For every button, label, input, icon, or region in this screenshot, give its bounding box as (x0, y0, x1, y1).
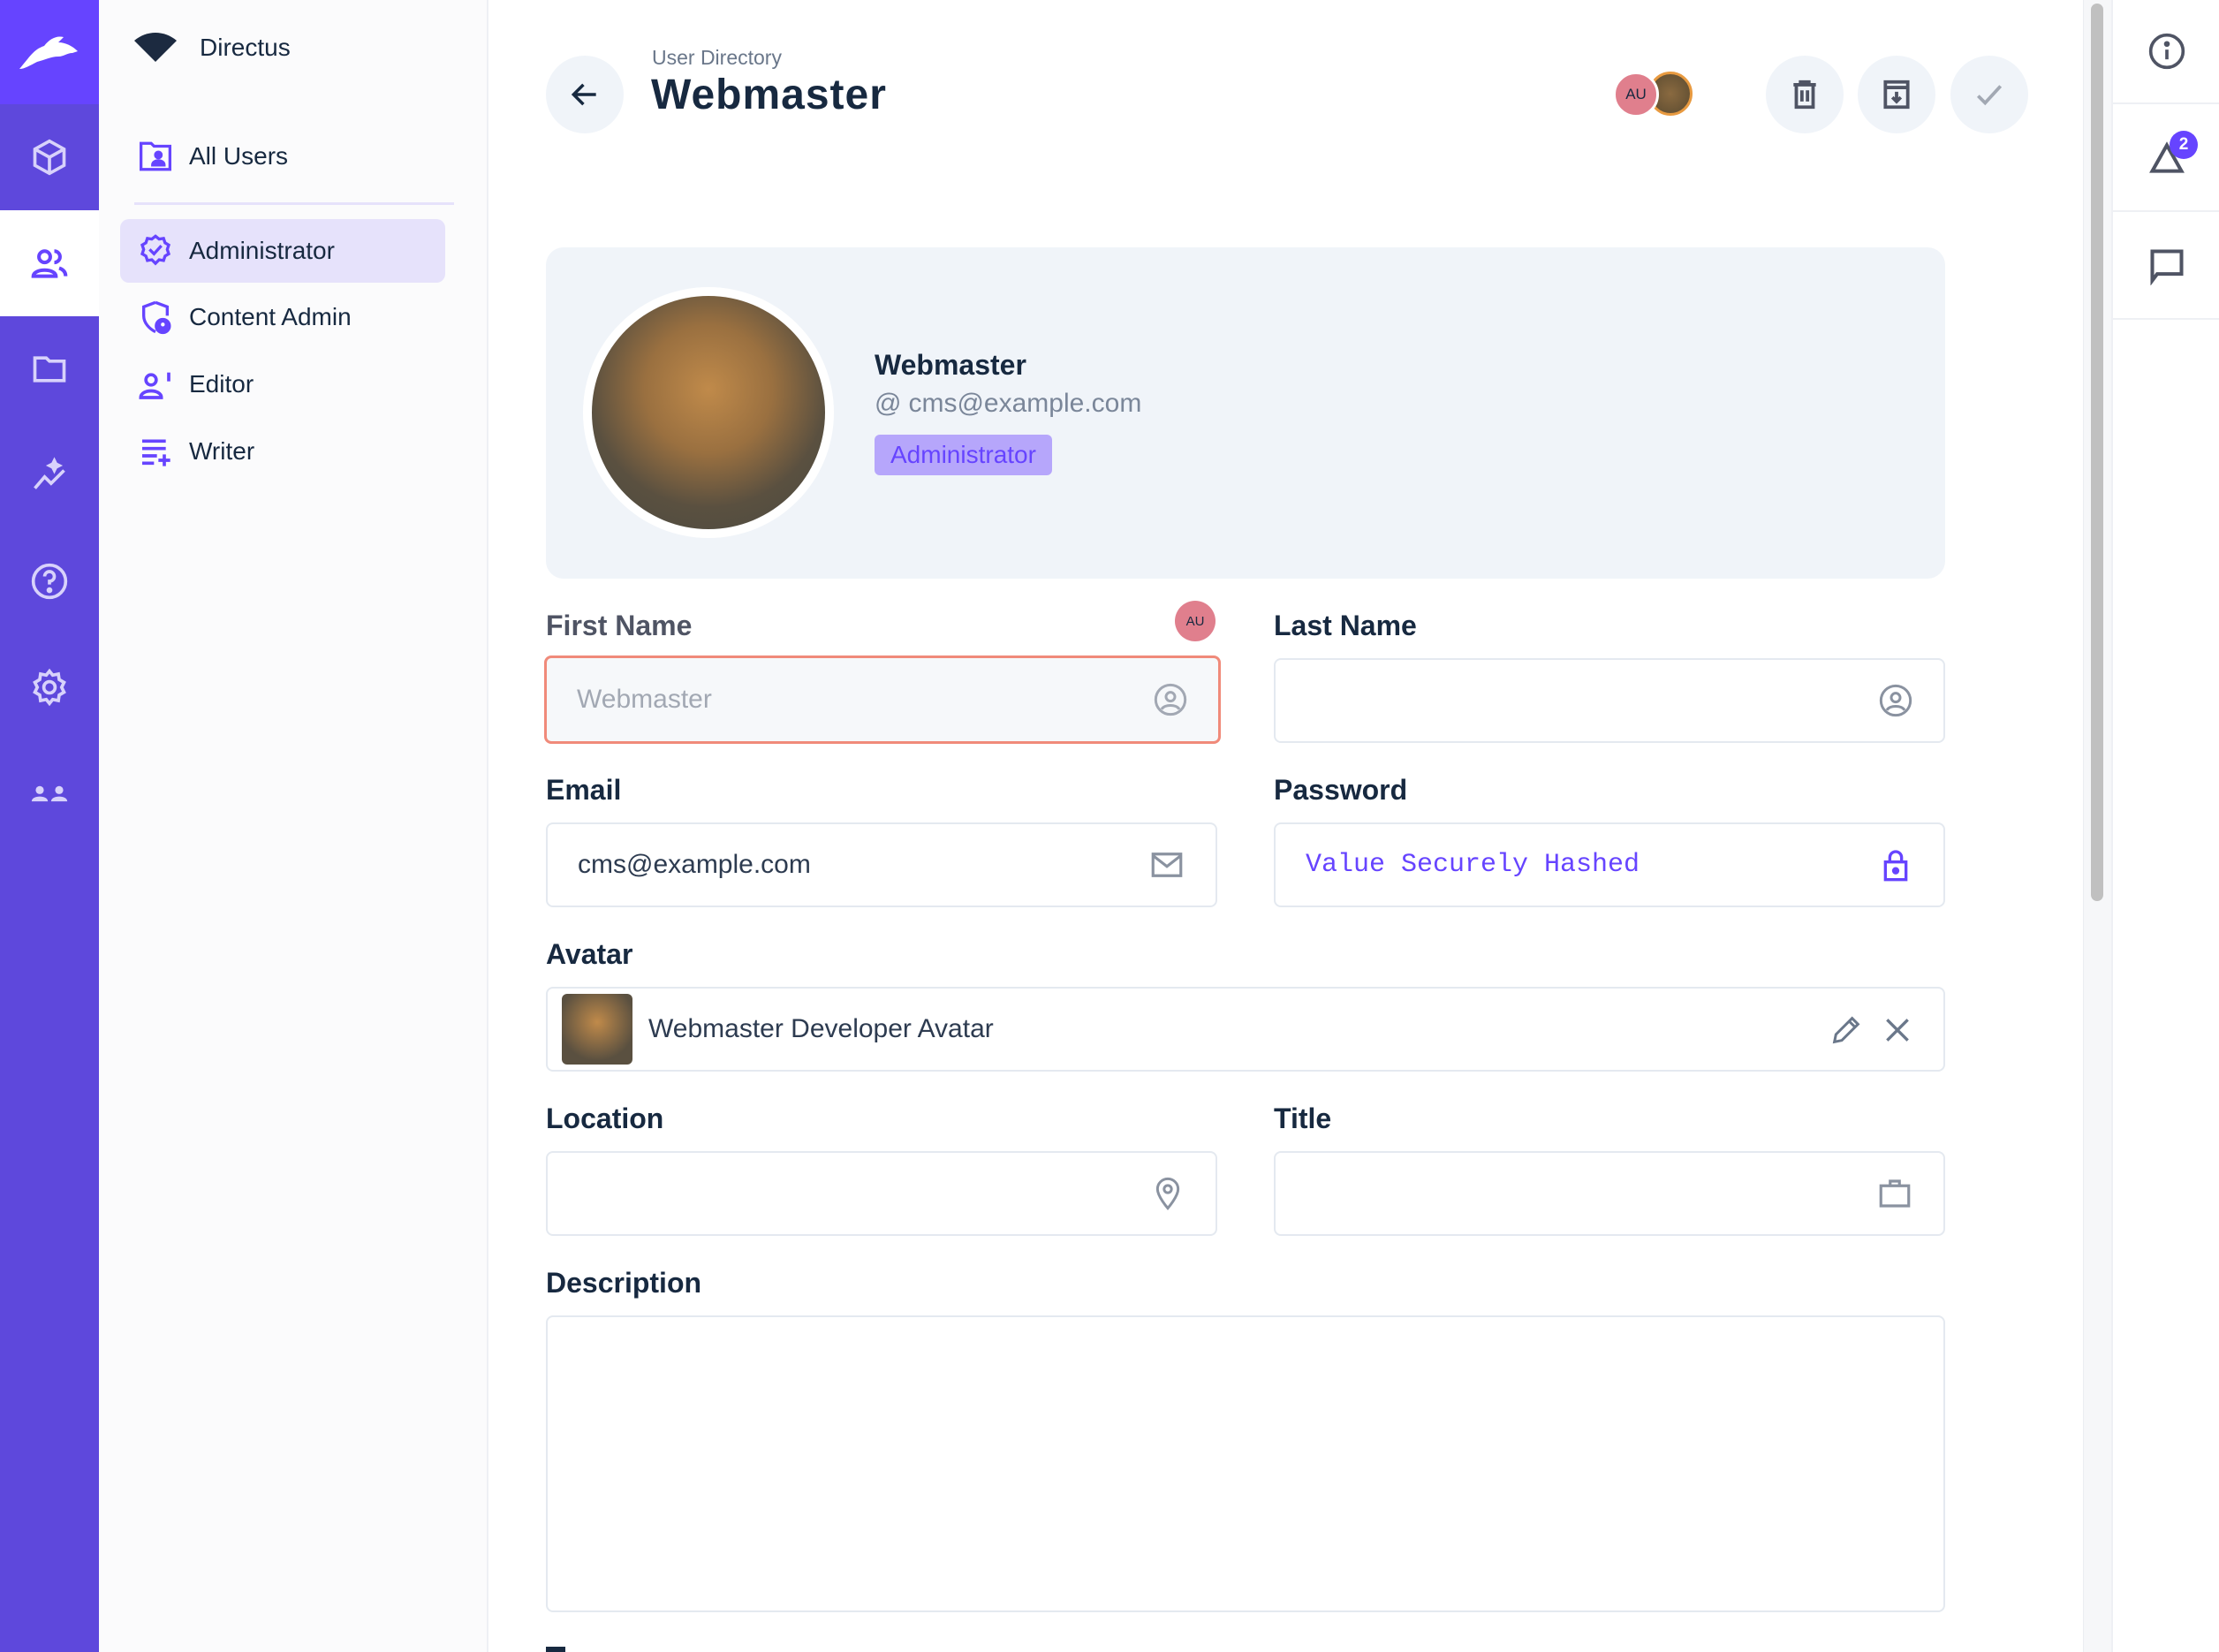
account-circle-icon (1154, 683, 1187, 716)
trash-icon (1793, 80, 1816, 110)
nav-role-editor[interactable]: Editor (120, 352, 445, 416)
scrollbar-track[interactable] (2083, 0, 2111, 1652)
close-icon[interactable] (1880, 1012, 1915, 1048)
user-group-icon[interactable] (0, 740, 99, 846)
verified-badge-icon (140, 234, 171, 266)
settings-gear-icon[interactable] (0, 634, 99, 740)
lock-icon (1883, 850, 1908, 882)
presence-avatar-initials: AU (1613, 72, 1659, 117)
location-pin-icon (1155, 1177, 1180, 1210)
playlist-add-icon (142, 439, 170, 466)
first-name-label: First Name (546, 610, 693, 641)
email-input[interactable]: cms@example.com (546, 822, 1217, 907)
help-icon[interactable] (0, 528, 99, 634)
info-icon (2148, 33, 2185, 70)
nav-label: Editor (189, 370, 254, 398)
navigation-sidebar: Directus All Users Administrator Content… (99, 0, 488, 1652)
at-icon: @ (875, 389, 902, 418)
directus-logo[interactable] (0, 0, 99, 104)
first-name-input[interactable]: Webmaster (544, 655, 1221, 744)
scrollbar-thumb[interactable] (2091, 4, 2103, 901)
breadcrumb[interactable]: User Directory (652, 46, 782, 69)
first-name-value: Webmaster (577, 685, 712, 714)
email-value: cms@example.com (578, 850, 811, 879)
delete-button[interactable] (1766, 56, 1844, 133)
user-profile-card: Webmaster @ cms@example.com Administrator (546, 247, 1945, 579)
rabbit-avatar-image (592, 296, 825, 529)
profile-email-text: cms@example.com (908, 389, 1142, 418)
avatar-file-input[interactable]: Webmaster Developer Avatar (546, 987, 1945, 1072)
nav-label: All Users (189, 142, 289, 170)
avatar-file-name: Webmaster Developer Avatar (648, 1014, 994, 1043)
last-name-input[interactable] (1274, 658, 1945, 743)
briefcase-icon (1879, 1179, 1911, 1208)
avatar-label: Avatar (546, 938, 633, 970)
insights-module-icon[interactable] (0, 422, 99, 528)
project-header[interactable]: Directus (133, 32, 291, 64)
title-label: Title (1274, 1103, 1332, 1134)
password-input[interactable]: Value Securely Hashed (1274, 822, 1945, 907)
email-label: Email (546, 774, 622, 806)
comments-button[interactable] (2113, 214, 2219, 320)
nav-role-content-admin[interactable]: Content Admin (120, 285, 445, 349)
arrow-back-icon (571, 83, 596, 106)
content-module-icon[interactable] (0, 104, 99, 210)
password-label: Password (1274, 774, 1408, 806)
info-button[interactable] (2113, 0, 2219, 104)
profile-avatar[interactable] (583, 287, 834, 538)
notification-badge: 2 (2170, 131, 2198, 159)
files-module-icon[interactable] (0, 316, 99, 422)
user-alert-icon (139, 372, 170, 399)
account-circle-icon (1879, 684, 1912, 717)
page-title: Webmaster (651, 72, 887, 118)
description-textarea[interactable] (546, 1315, 1945, 1612)
change-history-icon (2149, 141, 2185, 173)
users-module-icon[interactable] (0, 210, 99, 316)
location-input[interactable] (546, 1151, 1217, 1236)
role-badge[interactable]: Administrator (875, 435, 1052, 475)
nav-all-users[interactable]: All Users (120, 125, 445, 188)
nav-label: Administrator (189, 237, 335, 264)
title-input[interactable] (1274, 1151, 1945, 1236)
save-button[interactable] (1950, 56, 2028, 133)
nav-role-administrator[interactable]: Administrator (120, 219, 445, 283)
back-button[interactable] (546, 56, 624, 133)
avatar-thumbnail (562, 994, 632, 1065)
password-value: Value Securely Hashed (1306, 850, 1640, 880)
mail-icon (1151, 853, 1183, 877)
profile-email: @ cms@example.com (875, 389, 1141, 419)
location-label: Location (546, 1103, 664, 1134)
edit-pencil-icon[interactable] (1829, 1012, 1864, 1048)
nav-label: Writer (189, 437, 255, 465)
nav-label: Content Admin (189, 303, 352, 330)
nav-role-writer[interactable]: Writer (120, 420, 445, 483)
comment-icon (2150, 249, 2184, 285)
project-name: Directus (200, 34, 291, 61)
shield-user-icon (142, 300, 171, 335)
field-editor-avatar: AU (1175, 601, 1216, 641)
archive-button[interactable] (1858, 56, 1935, 133)
folder-user-icon (140, 141, 171, 171)
archive-download-icon (1883, 80, 1910, 110)
module-bar (0, 0, 99, 1652)
project-logo-icon (134, 33, 177, 62)
description-label: Description (546, 1267, 702, 1299)
profile-name: Webmaster (875, 349, 1026, 381)
right-sidebar: 2 (2111, 0, 2219, 1652)
divider (134, 202, 454, 205)
revisions-button[interactable]: 2 (2113, 106, 2219, 212)
last-name-label: Last Name (1274, 610, 1417, 641)
next-field-label-fragment (546, 1647, 565, 1652)
check-icon (1976, 85, 2003, 106)
